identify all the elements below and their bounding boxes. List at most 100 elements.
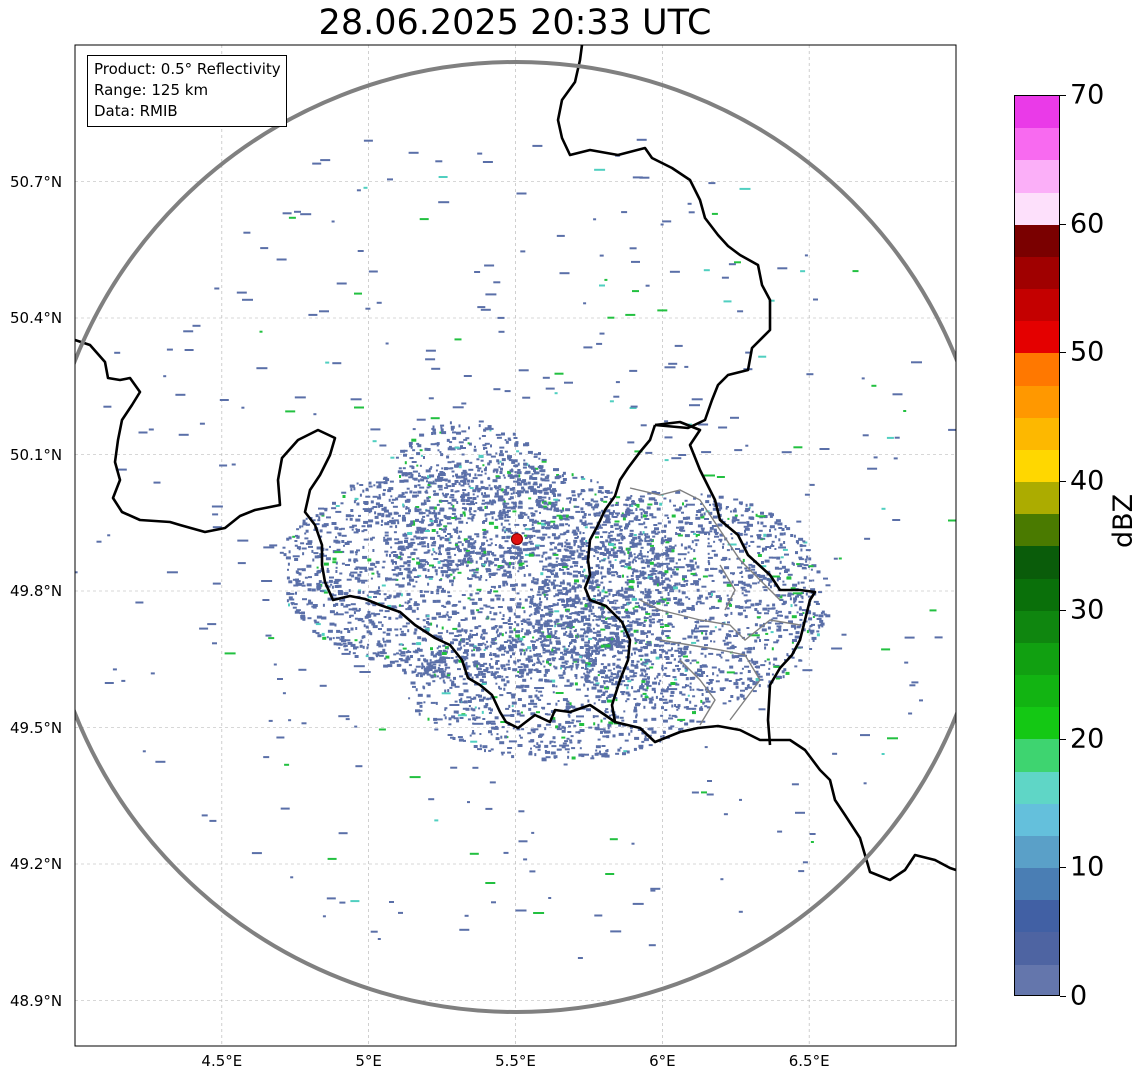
echo-cell <box>484 427 489 431</box>
echo-cell <box>410 474 414 478</box>
echo-cell <box>631 686 634 690</box>
echo-cell <box>593 659 597 662</box>
echo-cell <box>631 597 637 601</box>
echo-cell <box>315 632 320 635</box>
echo-cell <box>470 609 475 613</box>
echo-cell <box>396 592 402 596</box>
echo-cell <box>681 511 684 514</box>
echo-cell <box>496 568 501 571</box>
echo-cell <box>613 594 618 596</box>
echo-cell <box>329 637 332 641</box>
echo-cell <box>503 500 506 504</box>
echo-cell <box>422 529 425 532</box>
echo-cell <box>418 472 421 475</box>
echo-cell <box>486 615 489 619</box>
echo-cell <box>733 672 738 675</box>
echo-cell <box>588 614 591 618</box>
echo-cell <box>423 625 427 628</box>
echo-cell <box>739 678 743 680</box>
echo-cell <box>751 510 754 513</box>
echo-cell <box>627 680 632 683</box>
echo-cell <box>729 603 732 607</box>
echo-cell <box>763 533 767 537</box>
echo-cell <box>478 694 482 698</box>
echo-cell <box>757 537 763 540</box>
echo-cell <box>509 573 512 577</box>
echo-cell <box>577 493 582 496</box>
echo-cell <box>510 492 513 495</box>
echo-cell <box>424 560 428 563</box>
echo-cell <box>595 564 600 568</box>
echo-cell <box>437 484 443 488</box>
echo-cell <box>540 643 546 647</box>
echo-cell <box>450 736 454 739</box>
echo-cell <box>370 612 375 615</box>
echo-cell <box>551 745 557 748</box>
echo-cell <box>574 589 577 593</box>
echo-cell <box>385 655 390 659</box>
echo-cell <box>362 635 366 639</box>
echo-cell <box>523 560 528 563</box>
echo-cell <box>489 487 493 491</box>
echo-cell <box>604 711 609 714</box>
echo-cell <box>605 676 610 679</box>
echo-cell <box>493 590 499 593</box>
echo-cell <box>748 545 751 547</box>
echo-cell <box>731 655 735 659</box>
echo-cell <box>687 694 690 697</box>
echo-cell <box>655 656 660 660</box>
echo-cell <box>289 592 295 595</box>
echo-cell <box>537 631 543 634</box>
echo-cell <box>602 531 608 534</box>
echo-cell <box>461 453 465 456</box>
echo-cell <box>390 501 394 504</box>
echo-cell <box>680 649 683 652</box>
echo-cell <box>603 681 606 685</box>
echo-cell <box>779 560 782 564</box>
echo-cell <box>657 565 661 568</box>
echo-cell <box>524 598 528 602</box>
echo-cell <box>411 681 415 684</box>
echo-cell <box>423 672 425 676</box>
echo-cell <box>292 606 297 609</box>
echo-cell <box>689 719 695 723</box>
echo-cell <box>518 685 524 689</box>
echo-cell <box>537 486 540 489</box>
echo-cell <box>517 462 520 466</box>
echo-cell <box>499 566 503 570</box>
echo-cell <box>450 503 453 506</box>
echo-cell <box>411 543 414 546</box>
echo-cell <box>375 560 380 564</box>
echo-cell <box>440 672 443 676</box>
echo-cell <box>532 664 535 667</box>
echo-cell <box>365 487 368 491</box>
echo-cell <box>630 652 633 656</box>
echo-cell <box>565 514 569 518</box>
echo-cell <box>444 526 447 529</box>
echo-cell <box>526 621 532 625</box>
echo-cell <box>528 497 532 500</box>
echo-cell <box>743 543 748 546</box>
echo-cell <box>528 464 530 468</box>
echo-cell <box>661 706 664 710</box>
echo-cell <box>630 495 633 497</box>
echo-cell <box>655 613 660 616</box>
echo-cell <box>627 645 629 648</box>
echo-cell <box>602 691 606 695</box>
echo-cell <box>719 670 725 674</box>
echo-cell <box>376 589 381 592</box>
echo-cell <box>784 553 789 556</box>
echo-cell <box>519 500 523 503</box>
echo-cell <box>443 649 446 653</box>
echo-cell <box>453 676 456 680</box>
echo-cell <box>426 486 430 489</box>
echo-cell <box>536 471 540 474</box>
echo-cell <box>571 719 575 722</box>
echo-cell <box>594 545 600 549</box>
echo-cell <box>607 723 612 727</box>
echo-cell <box>488 572 494 576</box>
echo-cell <box>769 546 772 549</box>
echo-cell <box>632 607 635 610</box>
echo-cell <box>359 566 365 570</box>
echo-cell <box>754 639 758 643</box>
